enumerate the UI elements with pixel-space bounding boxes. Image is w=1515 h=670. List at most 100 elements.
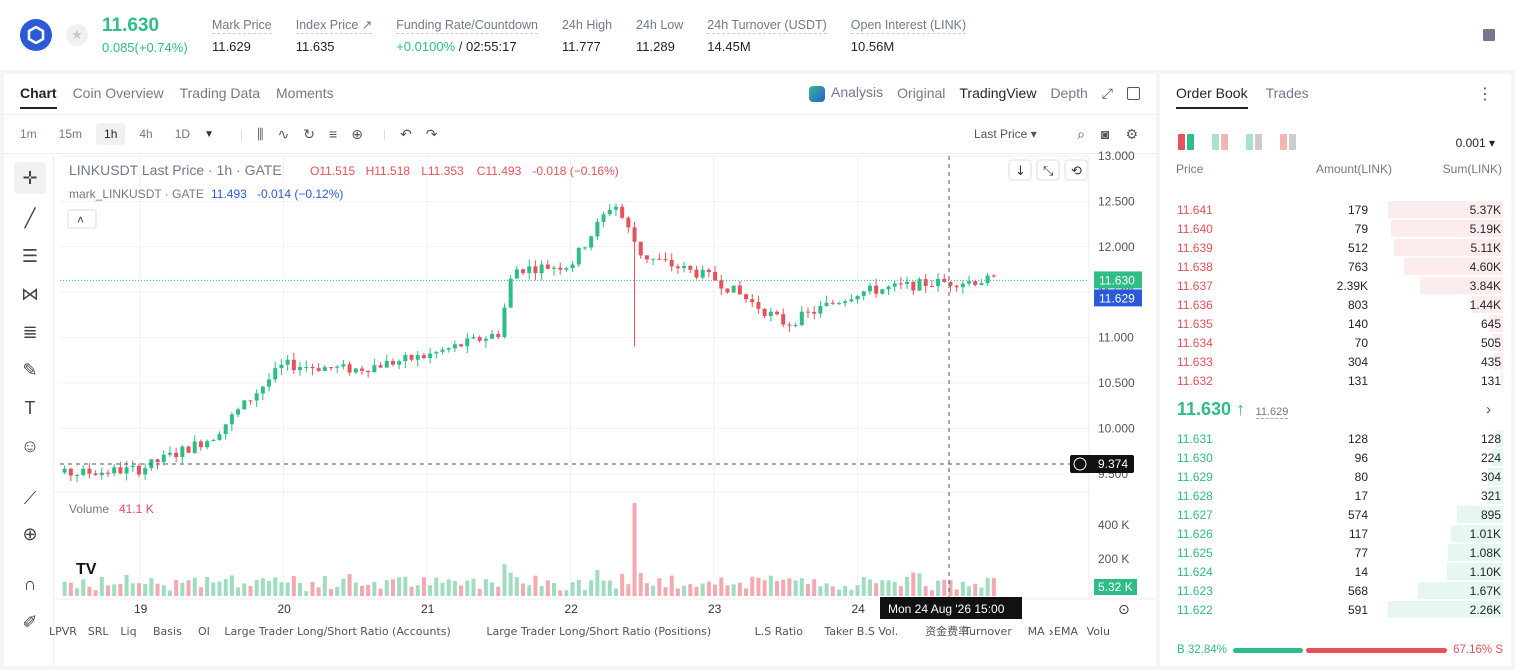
tab-depth[interactable]: Depth bbox=[1050, 85, 1088, 101]
ask-row[interactable]: 11.636 803 1.44K bbox=[1160, 295, 1511, 314]
candle-body bbox=[843, 301, 848, 304]
replay-icon[interactable]: ↻ bbox=[303, 125, 316, 142]
candlestick-chart[interactable]: 13.00012.50012.00011.50011.00010.50010.0… bbox=[4, 74, 1156, 666]
tab-trades[interactable]: Trades bbox=[1265, 85, 1309, 101]
indicator-link: Liq bbox=[120, 625, 136, 638]
volume-bar bbox=[613, 588, 618, 596]
tab-trading-data[interactable]: Trading Data bbox=[179, 85, 261, 101]
ask-row[interactable]: 11.640 79 5.19K bbox=[1160, 219, 1511, 238]
candle-body bbox=[979, 283, 984, 286]
chevron-right-icon[interactable]: › bbox=[1486, 401, 1491, 418]
candle-body bbox=[62, 468, 67, 473]
candle-type-icon[interactable]: ⫼ bbox=[257, 125, 264, 142]
candle-body bbox=[793, 325, 798, 327]
price-type-select[interactable]: Last Price ▾ bbox=[974, 127, 1037, 141]
bid-row[interactable]: 11.624 14 1.10K bbox=[1160, 562, 1511, 581]
ask-row[interactable]: 11.635 140 645 bbox=[1160, 314, 1511, 333]
timeframe-4h[interactable]: 4h bbox=[139, 127, 153, 141]
bid-row[interactable]: 11.625 77 1.08K bbox=[1160, 543, 1511, 562]
candle-body bbox=[880, 289, 885, 294]
stat-funding-rate[interactable]: Funding Rate/Countdown +0.0100% / 02:55:… bbox=[396, 16, 538, 54]
stat-mark-price[interactable]: Mark Price 11.629 bbox=[212, 16, 272, 54]
row-amount: 14 bbox=[1354, 565, 1368, 579]
bid-row[interactable]: 11.623 568 1.67K bbox=[1160, 581, 1511, 600]
indicators-icon[interactable]: ∿ bbox=[277, 125, 290, 142]
bid-row[interactable]: 11.631 128 128 bbox=[1160, 429, 1511, 448]
tab-order-book[interactable]: Order Book bbox=[1176, 85, 1248, 109]
magnet-icon[interactable]: ∩ bbox=[23, 574, 37, 594]
ask-row[interactable]: 11.641 179 5.37K bbox=[1160, 200, 1511, 219]
mode-bids-only-icon[interactable] bbox=[1246, 134, 1262, 150]
emoji-icon[interactable]: ☺ bbox=[20, 436, 40, 456]
volume-bar bbox=[366, 584, 371, 596]
volume-bar bbox=[644, 583, 649, 596]
timeframe-15m[interactable]: 15m bbox=[58, 127, 83, 141]
analysis-button[interactable]: Analysis bbox=[809, 84, 883, 102]
bid-row[interactable]: 11.622 591 2.26K bbox=[1160, 600, 1511, 619]
window-icon[interactable] bbox=[1127, 86, 1140, 100]
ask-row[interactable]: 11.638 763 4.60K bbox=[1160, 257, 1511, 276]
zoom-in-icon[interactable]: ⊕ bbox=[22, 524, 38, 544]
notes-icon[interactable] bbox=[1483, 29, 1495, 41]
row-amount: 591 bbox=[1347, 603, 1368, 617]
precision-select[interactable]: 0.001 ▾ bbox=[1455, 136, 1495, 150]
crosshair-icon[interactable]: ✛ bbox=[14, 162, 46, 194]
candle-body bbox=[651, 258, 656, 260]
gear-icon[interactable]: ⚙ bbox=[1125, 126, 1138, 142]
ruler-icon[interactable]: ⟋ bbox=[23, 488, 37, 508]
ask-row[interactable]: 11.632 131 131 bbox=[1160, 371, 1511, 390]
volume-bar bbox=[855, 585, 860, 596]
mode-asks-only-icon[interactable] bbox=[1280, 134, 1296, 150]
timeframe-dropdown-icon[interactable]: ▼ bbox=[204, 128, 214, 140]
mode-both-icon[interactable] bbox=[1178, 134, 1194, 150]
stat-index-price[interactable]: Index Price ↗ 11.635 bbox=[295, 16, 373, 54]
stat-24h-turnover[interactable]: 24h Turnover (USDT) 14.45M bbox=[707, 16, 827, 54]
candle-body bbox=[799, 311, 804, 326]
favorite-star-icon[interactable]: ★ bbox=[66, 24, 88, 46]
undo-icon[interactable]: ↶ bbox=[400, 125, 412, 142]
timeframe-1h[interactable]: 1h bbox=[96, 123, 126, 145]
redo-icon[interactable]: ↷ bbox=[425, 125, 438, 142]
trend-line-icon[interactable]: ╱ bbox=[24, 208, 36, 228]
candle-body bbox=[186, 446, 191, 453]
pencil-icon[interactable]: ✐ bbox=[22, 612, 38, 632]
row-price: 11.627 bbox=[1177, 508, 1213, 522]
timeframe-1d[interactable]: 1D bbox=[174, 127, 191, 141]
candle-body bbox=[322, 367, 327, 371]
fib-icon[interactable]: ≣ bbox=[22, 322, 38, 342]
search-icon[interactable]: ⌕ bbox=[1077, 126, 1085, 142]
add-indicator-icon[interactable]: ⊕ bbox=[351, 125, 363, 142]
text-icon[interactable]: T bbox=[24, 398, 36, 418]
candle-body bbox=[143, 468, 148, 475]
bid-row[interactable]: 11.627 574 895 bbox=[1160, 505, 1511, 524]
horizontal-lines-icon[interactable]: ☰ bbox=[21, 246, 39, 266]
camera-icon[interactable]: ◙ bbox=[1100, 126, 1110, 142]
pattern-icon[interactable]: ⋈ bbox=[21, 284, 39, 304]
stat-open-interest[interactable]: Open Interest (LINK) 10.56M bbox=[850, 16, 967, 54]
ask-row[interactable]: 11.633 304 435 bbox=[1160, 352, 1511, 371]
bid-row[interactable]: 11.630 96 224 bbox=[1160, 448, 1511, 467]
indicator-link: Large Trader Long/Short Ratio (Accounts) bbox=[224, 625, 450, 638]
tab-chart[interactable]: Chart bbox=[20, 85, 57, 109]
more-icon[interactable]: ⋮ bbox=[1477, 86, 1493, 103]
tab-coin-overview[interactable]: Coin Overview bbox=[72, 85, 164, 101]
mode-bids-icon[interactable] bbox=[1212, 134, 1228, 150]
volume-bar bbox=[198, 587, 203, 596]
tab-tradingview[interactable]: TradingView bbox=[959, 85, 1037, 101]
ask-row[interactable]: 11.639 512 5.11K bbox=[1160, 238, 1511, 257]
timeframe-1m[interactable]: 1m bbox=[20, 127, 37, 141]
bid-row[interactable]: 11.626 117 1.01K bbox=[1160, 524, 1511, 543]
bid-row[interactable]: 11.628 17 321 bbox=[1160, 486, 1511, 505]
expand-icon[interactable]: ⤢ bbox=[1101, 84, 1113, 101]
row-price: 11.634 bbox=[1177, 336, 1213, 350]
row-sum: 435 bbox=[1480, 355, 1501, 369]
ask-row[interactable]: 11.637 2.39K 3.84K bbox=[1160, 276, 1511, 295]
volume-bar bbox=[465, 580, 470, 596]
bid-row[interactable]: 11.629 80 304 bbox=[1160, 467, 1511, 486]
ask-row[interactable]: 11.634 70 505 bbox=[1160, 333, 1511, 352]
brush-icon[interactable]: ✎ bbox=[22, 360, 38, 380]
templates-icon[interactable]: ≡ bbox=[329, 126, 338, 142]
tab-original[interactable]: Original bbox=[897, 85, 946, 101]
tab-moments[interactable]: Moments bbox=[276, 85, 334, 101]
chart-grid bbox=[54, 155, 1156, 600]
